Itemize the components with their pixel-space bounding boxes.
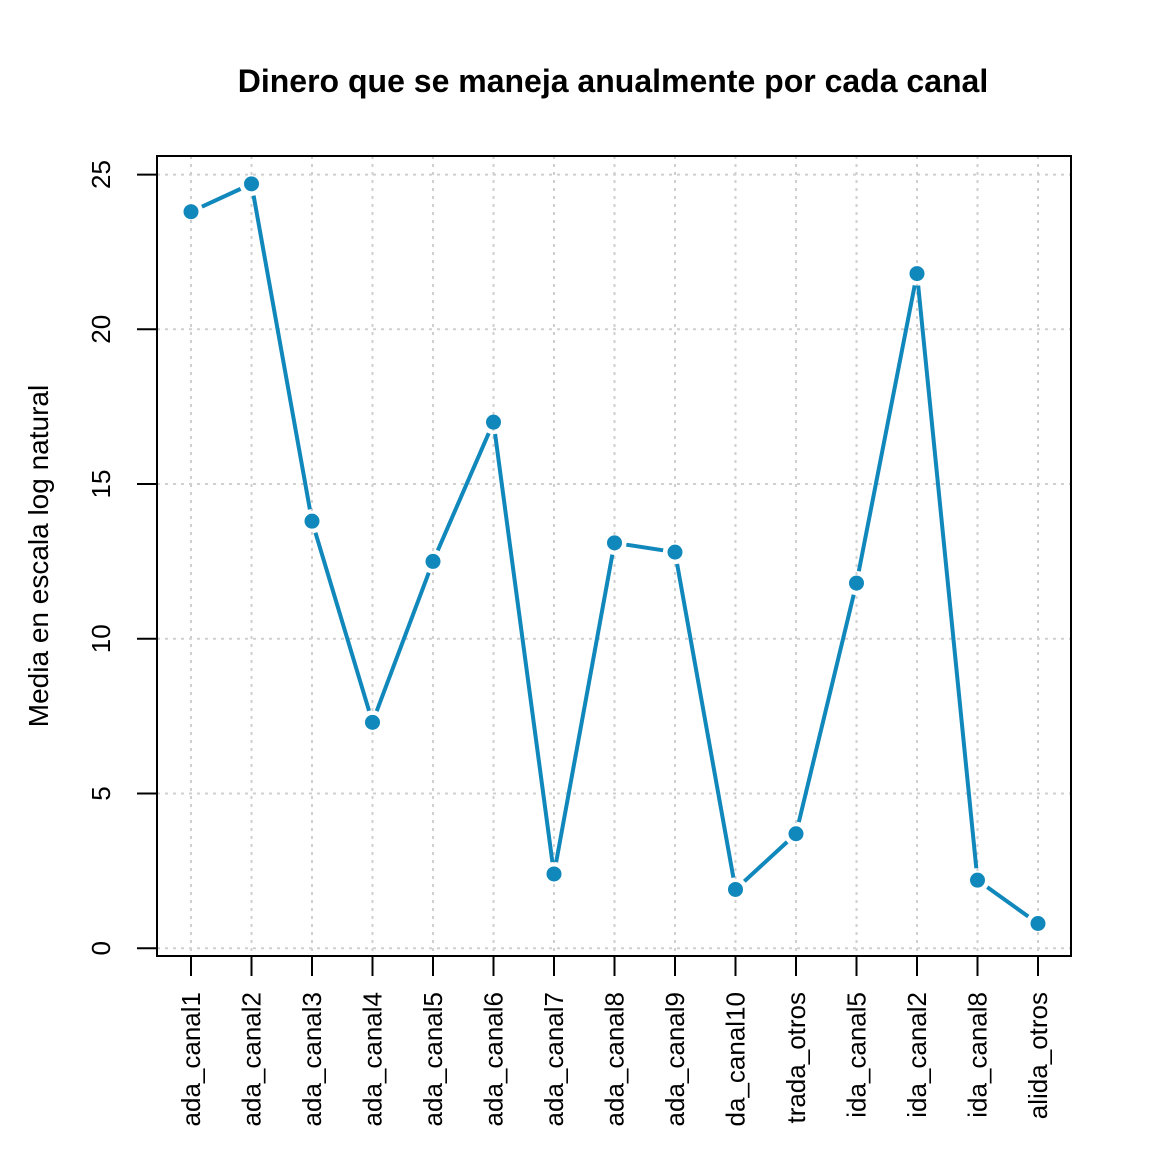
y-tick-label: 10 (86, 624, 116, 653)
x-tick-label: ada_canal7 (539, 992, 569, 1126)
series-segment (742, 840, 789, 883)
x-tick-label: ada_canal9 (660, 992, 690, 1126)
data-point (183, 204, 199, 220)
y-tick-label: 5 (86, 786, 116, 800)
x-tick-label: ada_canal4 (358, 992, 388, 1126)
x-tick-label: ada_canal2 (237, 992, 267, 1126)
y-tick-label: 0 (86, 941, 116, 955)
x-tick-label: da_canal10 (721, 992, 751, 1126)
series-segment (796, 594, 856, 823)
data-point (909, 266, 925, 282)
y-tick-label: 20 (86, 315, 116, 344)
data-point (1030, 916, 1046, 932)
series-segment (554, 554, 615, 863)
y-tick-label: 25 (86, 160, 116, 189)
x-tick-label: ada_canal1 (176, 992, 206, 1126)
series-segment (251, 195, 312, 510)
series-segment (313, 532, 371, 712)
data-point (304, 513, 320, 529)
series-segment (916, 285, 979, 869)
data-point (425, 553, 441, 569)
chart-title: Dinero que se maneja anualmente por cada… (238, 63, 988, 99)
x-tick-label: ada_canal8 (600, 992, 630, 1126)
data-point (546, 866, 562, 882)
data-point (667, 544, 683, 560)
data-point (788, 826, 804, 842)
series-segment (986, 885, 1030, 919)
data-point (365, 714, 380, 730)
series-segment (626, 542, 664, 553)
data-point (970, 872, 985, 888)
x-tick-label: trada_otros (781, 992, 811, 1124)
x-tick-label: ada_canal3 (297, 992, 327, 1126)
x-tick-label: ida_canal8 (963, 992, 993, 1118)
y-tick-label: 15 (86, 470, 116, 499)
x-tick-label: ada_canal6 (479, 992, 509, 1126)
series-segment (201, 187, 242, 209)
series-segment (675, 563, 736, 879)
x-tick-label: ida_canal5 (842, 992, 872, 1118)
series-segment (856, 284, 917, 572)
data-point (486, 414, 501, 430)
data-point (244, 176, 259, 192)
data-point (607, 535, 622, 551)
x-tick-label: ida_canal2 (902, 992, 932, 1118)
data-point (849, 575, 864, 591)
series-segment (493, 433, 555, 863)
axis-layer: 0 5 10 15 20 25 ada_canal1 ada_canal2 ada_canal3… (86, 160, 1053, 1126)
series-segment (435, 432, 491, 552)
x-tick-label: ada_canal5 (418, 992, 448, 1126)
series-segment (374, 571, 431, 712)
series-layer (183, 176, 1046, 932)
x-tick-label: alida_otros (1023, 992, 1053, 1119)
data-point (728, 881, 743, 897)
y-axis-label: Media en escala log natural (23, 385, 54, 727)
